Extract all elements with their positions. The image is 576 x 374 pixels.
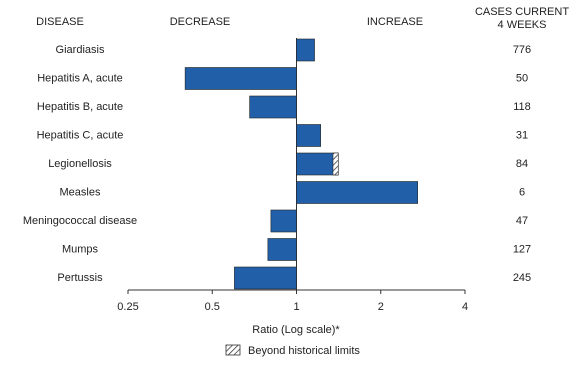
category-label: Legionellosis [48,158,112,170]
cases-label: 6 [519,186,525,198]
category-label: Hepatitis C, acute [37,129,124,141]
cases-label: 31 [516,129,528,141]
x-tick-label: 0.25 [117,301,138,313]
header-disease: DISEASE [36,16,84,28]
bar [296,38,315,62]
header-cases: 4 WEEKS [498,19,547,31]
cases-label: 127 [513,243,531,255]
cases-label: 50 [516,72,528,84]
x-tick-label: 0.5 [205,301,220,313]
bar [249,95,297,119]
category-label: Hepatitis B, acute [37,101,123,113]
category-label: Mumps [62,243,99,255]
x-axis-title: Ratio (Log scale)* [252,324,340,336]
legend-swatch [225,344,241,356]
x-tick-label: 2 [378,301,384,313]
cases-label: 245 [513,272,531,284]
bar [267,238,297,261]
bar [296,124,321,147]
category-label: Measles [60,186,101,198]
category-label: Hepatitis A, acute [37,72,123,84]
cases-label: 84 [516,158,528,170]
legend-label: Beyond historical limits [248,345,360,357]
cases-label: 47 [516,215,528,227]
x-tick-label: 1 [293,301,299,313]
bar [270,209,297,233]
x-tick-label: 4 [462,301,468,313]
category-label: Pertussis [57,272,103,284]
cases-label: 118 [513,101,531,113]
cases-label: 776 [513,44,531,56]
header-increase: INCREASE [367,16,423,28]
bar [234,266,297,290]
category-label: Meningococcal disease [23,215,137,227]
header-cases: CASES CURRENT [475,6,569,18]
category-label: Giardiasis [56,44,105,56]
header-decrease: DECREASE [170,16,231,28]
bar [296,152,339,176]
beyond-limits [332,152,339,176]
bar [184,67,297,90]
bar [296,181,418,204]
